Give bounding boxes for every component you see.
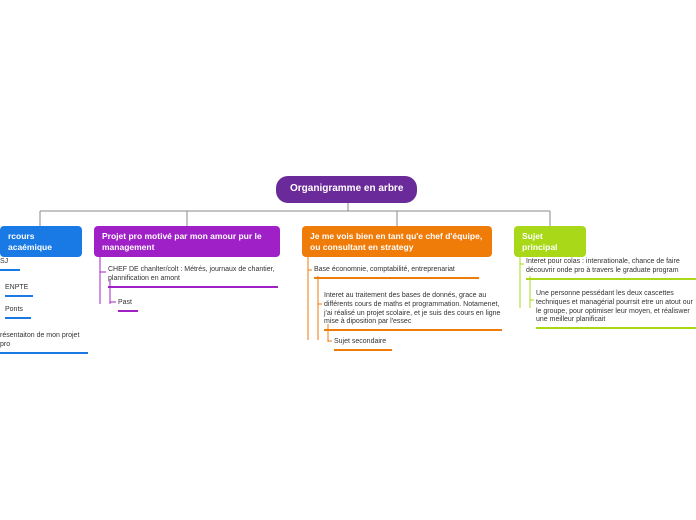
leaf-underline [118, 310, 138, 312]
branch-b1[interactable]: rcours acaémique [0, 226, 82, 257]
leaf-l8[interactable]: Interet au traitement des bases de donné… [324, 292, 502, 331]
leaf-l2[interactable]: ENPTE [5, 284, 33, 297]
leaf-l7[interactable]: Base économnie, comptabilité, entreprena… [314, 266, 479, 279]
branch-b3[interactable]: Je me vois bien en tant qu'e chef d'équi… [302, 226, 492, 257]
leaf-text: SJ [0, 258, 20, 267]
leaf-underline [324, 329, 502, 331]
leaf-underline [536, 327, 696, 329]
leaf-underline [0, 352, 88, 354]
branch-b2[interactable]: Projet pro motivé par mon amour pur le m… [94, 226, 280, 257]
leaf-text: Base économnie, comptabilité, entreprena… [314, 266, 479, 275]
leaf-text: ENPTE [5, 284, 33, 293]
leaf-underline [108, 286, 278, 288]
leaf-text: résentaiton de mon projet pro [0, 332, 88, 350]
leaf-underline [526, 278, 696, 280]
leaf-l9[interactable]: Sujet secondaire [334, 338, 392, 351]
leaf-l1[interactable]: SJ [0, 258, 20, 271]
leaf-text: Une personne pessédant les deux cascette… [536, 290, 696, 325]
leaf-underline [334, 349, 392, 351]
leaf-text: Interet au traitement des bases de donné… [324, 292, 502, 327]
leaf-text: Ponts [5, 306, 31, 315]
leaf-underline [314, 277, 479, 279]
leaf-l5[interactable]: CHEF DE chanlter/colt : Métrés, journaux… [108, 266, 278, 288]
leaf-l6[interactable]: Past [118, 299, 138, 312]
leaf-underline [5, 295, 33, 297]
leaf-l10[interactable]: Interet pour colas : intenrationale, cha… [526, 258, 696, 280]
leaf-text: Interet pour colas : intenrationale, cha… [526, 258, 696, 276]
branch-b4[interactable]: Sujet principal [514, 226, 586, 257]
leaf-text: Sujet secondaire [334, 338, 392, 347]
root-node[interactable]: Organigramme en arbre [276, 176, 417, 203]
leaf-underline [0, 269, 20, 271]
leaf-underline [5, 317, 31, 319]
leaf-l11[interactable]: Une personne pessédant les deux cascette… [536, 290, 696, 329]
leaf-l3[interactable]: Ponts [5, 306, 31, 319]
leaf-text: CHEF DE chanlter/colt : Métrés, journaux… [108, 266, 278, 284]
leaf-text: Past [118, 299, 138, 308]
leaf-l4[interactable]: résentaiton de mon projet pro [0, 332, 88, 354]
